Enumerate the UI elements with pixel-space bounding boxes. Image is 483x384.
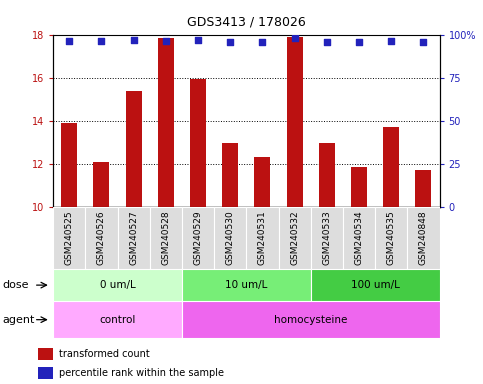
Bar [351, 167, 367, 207]
Bar [407, 207, 440, 269]
Bar [415, 170, 431, 207]
Text: GSM240531: GSM240531 [258, 210, 267, 265]
Text: GSM240534: GSM240534 [355, 210, 364, 265]
Bar [286, 37, 303, 207]
Point [227, 39, 234, 45]
Bar [190, 79, 206, 207]
Bar [375, 207, 407, 269]
Bar [319, 142, 335, 207]
Bar [53, 269, 182, 301]
Bar [93, 162, 110, 207]
Bar [38, 367, 53, 379]
Bar [182, 269, 311, 301]
Bar [85, 207, 117, 269]
Text: 100 um/L: 100 um/L [351, 280, 399, 290]
Text: homocysteine: homocysteine [274, 314, 347, 325]
Bar [383, 127, 399, 207]
Text: agent: agent [2, 314, 35, 325]
Text: 10 um/L: 10 um/L [225, 280, 268, 290]
Text: GSM240535: GSM240535 [387, 210, 396, 265]
Point [258, 39, 266, 45]
Bar [311, 269, 440, 301]
Bar [53, 207, 85, 269]
Bar [343, 207, 375, 269]
Bar [117, 207, 150, 269]
Text: control: control [99, 314, 136, 325]
Bar [61, 123, 77, 207]
Point [162, 38, 170, 44]
Bar [182, 301, 440, 338]
Text: GSM240533: GSM240533 [322, 210, 331, 265]
Bar [158, 38, 174, 207]
Text: 0 um/L: 0 um/L [99, 280, 135, 290]
Text: GSM240532: GSM240532 [290, 210, 299, 265]
Bar [279, 207, 311, 269]
Bar [246, 207, 279, 269]
Bar [311, 207, 343, 269]
Point [65, 38, 73, 45]
Text: GSM240529: GSM240529 [194, 210, 202, 265]
Bar [150, 207, 182, 269]
Text: GSM240527: GSM240527 [129, 210, 138, 265]
Point [323, 39, 331, 45]
Point [420, 39, 427, 45]
Text: transformed count: transformed count [59, 349, 150, 359]
Text: dose: dose [2, 280, 29, 290]
Bar [214, 207, 246, 269]
Bar [126, 91, 142, 207]
Bar [53, 301, 182, 338]
Point [355, 39, 363, 45]
Bar [182, 207, 214, 269]
Point [387, 38, 395, 45]
Point [194, 37, 202, 43]
Text: GSM240526: GSM240526 [97, 210, 106, 265]
Point [98, 38, 105, 45]
Text: percentile rank within the sample: percentile rank within the sample [59, 368, 225, 378]
Point [291, 35, 298, 41]
Text: GSM240848: GSM240848 [419, 210, 428, 265]
Point [130, 37, 138, 43]
Text: GSM240530: GSM240530 [226, 210, 235, 265]
Bar [222, 142, 238, 207]
Bar [38, 348, 53, 359]
Text: GDS3413 / 178026: GDS3413 / 178026 [187, 15, 306, 28]
Text: GSM240525: GSM240525 [65, 210, 74, 265]
Text: GSM240528: GSM240528 [161, 210, 170, 265]
Bar [255, 157, 270, 207]
